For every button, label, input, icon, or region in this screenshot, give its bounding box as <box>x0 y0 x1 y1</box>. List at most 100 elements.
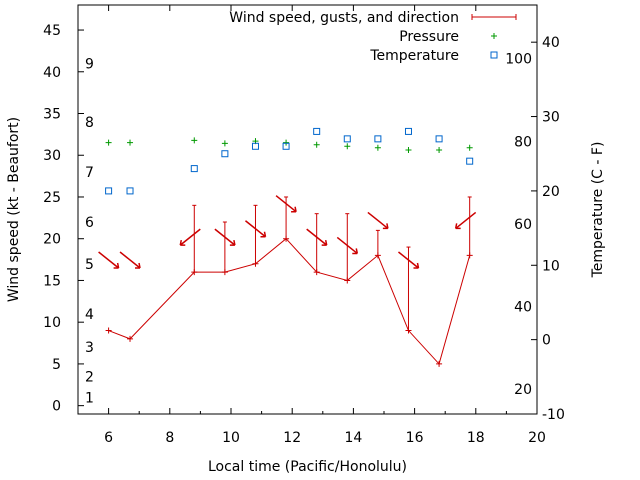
x-tick-label: 6 <box>104 430 113 446</box>
y-tick-label: 30 <box>43 148 61 164</box>
fahrenheit-tick-label: 100 <box>505 52 532 68</box>
wind-direction-arrowhead <box>179 239 186 246</box>
wind-direction-arrow <box>214 228 236 246</box>
wind-direction-arrow <box>367 211 389 229</box>
fahrenheit-tick-label: 60 <box>514 217 532 233</box>
temperature-point <box>313 127 321 135</box>
temperature-point <box>374 135 382 143</box>
wind-direction-arrowhead <box>291 206 297 213</box>
wind-direction-arrow <box>119 251 141 269</box>
pressure-point <box>374 144 381 151</box>
pressure-point <box>283 139 290 146</box>
wind-speed-line <box>108 238 471 365</box>
beaufort-tick-label: 6 <box>85 215 94 231</box>
wind-direction-arrowhead <box>135 262 141 269</box>
beaufort-tick-label: 2 <box>85 369 94 385</box>
temperature-point <box>221 150 229 158</box>
wind-speed-point <box>436 360 443 367</box>
wind-speed-point <box>105 327 112 334</box>
wind-direction-arrow <box>275 195 297 213</box>
wind-direction-arrowhead <box>454 223 461 230</box>
temperature-point <box>343 135 351 143</box>
x-tick-label: 8 <box>165 430 174 446</box>
y-axis-label: Wind speed (kt - Beaufort) <box>6 117 22 302</box>
pressure-point <box>405 147 412 154</box>
pressure-point <box>313 141 320 148</box>
temperature-point <box>126 187 134 195</box>
pressure-point <box>344 143 351 150</box>
y2-tick-label: 10 <box>542 258 560 274</box>
wind-direction-arrowhead <box>113 262 120 269</box>
y-tick-label: 45 <box>43 23 61 39</box>
x-tick-label: 10 <box>222 430 240 446</box>
pressure-point <box>466 144 473 151</box>
legend-label: Temperature <box>369 48 459 64</box>
beaufort-tick-label: 1 <box>85 390 94 406</box>
pressure-point <box>436 147 443 154</box>
wind-direction-arrowhead <box>382 223 389 230</box>
y-tick-label: 40 <box>43 65 61 81</box>
legend-pressure-swatch <box>491 33 497 39</box>
legend-label: Wind speed, gusts, and direction <box>229 10 459 26</box>
beaufort-tick-label: 4 <box>85 307 94 323</box>
y2-tick-label: 30 <box>542 110 560 126</box>
legend-label: Pressure <box>399 29 459 45</box>
fahrenheit-tick-label: 40 <box>514 300 532 316</box>
x-tick-label: 12 <box>283 430 301 446</box>
axis-ticks <box>77 5 538 415</box>
beaufort-tick-label: 7 <box>85 165 94 181</box>
y-tick-label: 0 <box>52 399 61 415</box>
x-tick-label: 14 <box>344 430 362 446</box>
y2-tick-label: 40 <box>542 35 560 51</box>
pressure-point <box>127 139 134 146</box>
wind-direction-arrowhead <box>321 239 328 246</box>
temperature-point <box>105 187 113 195</box>
beaufort-tick-label: 3 <box>85 340 94 356</box>
temperature-point <box>435 135 443 143</box>
beaufort-tick-label: 5 <box>85 257 94 273</box>
temperature-point <box>190 165 198 173</box>
x-tick-label: 20 <box>528 430 546 446</box>
y-tick-label: 5 <box>52 357 61 373</box>
wind-direction-arrow <box>398 251 419 269</box>
pressure-point <box>105 139 112 146</box>
temperature-point <box>404 127 412 135</box>
y-tick-label: 35 <box>43 107 61 123</box>
temperature-point <box>282 142 290 150</box>
y2-tick-label: 20 <box>542 184 560 200</box>
wind-direction-arrow <box>336 236 358 255</box>
pressure-point <box>221 140 228 147</box>
beaufort-tick-label: 8 <box>85 115 94 131</box>
y-tick-label: 10 <box>43 315 61 331</box>
fahrenheit-tick-label: 20 <box>514 382 532 398</box>
wind-direction-arrowhead <box>260 231 267 238</box>
legend: Wind speed, gusts, and direction Pressure… <box>229 10 517 64</box>
temperature-point <box>251 142 259 150</box>
wind-direction-arrow <box>98 251 120 269</box>
wind-direction-arrow <box>179 228 201 246</box>
y2-tick-label: -10 <box>542 407 565 423</box>
wind-direction-arrow <box>306 228 328 246</box>
x-tick-label: 18 <box>467 430 485 446</box>
pressure-series <box>105 137 473 154</box>
y2-axis-label: Temperature (C - F) <box>590 142 606 279</box>
legend-temperature-swatch <box>490 51 498 59</box>
tick-labels: 6 8 10 12 14 16 18 2005101520253035404512345678… <box>43 23 565 446</box>
pressure-point <box>191 137 198 144</box>
y-tick-label: 20 <box>43 232 61 248</box>
temperature-point <box>466 157 474 165</box>
wind-direction-arrow <box>245 220 266 238</box>
wind-speed-point <box>127 335 134 342</box>
y-tick-label: 15 <box>43 273 61 289</box>
wind-series <box>98 195 477 367</box>
beaufort-tick-label: 9 <box>85 56 94 72</box>
wind-direction-arrow <box>455 211 477 229</box>
x-tick-label: 16 <box>406 430 424 446</box>
wind-direction-arrowhead <box>352 248 359 255</box>
x-axis-label: Local time (Pacific/Honolulu) <box>208 459 407 475</box>
wind-direction-arrowhead <box>229 239 236 246</box>
y-tick-label: 25 <box>43 190 61 206</box>
plot-frame <box>77 4 538 415</box>
fahrenheit-tick-label: 80 <box>514 134 532 150</box>
